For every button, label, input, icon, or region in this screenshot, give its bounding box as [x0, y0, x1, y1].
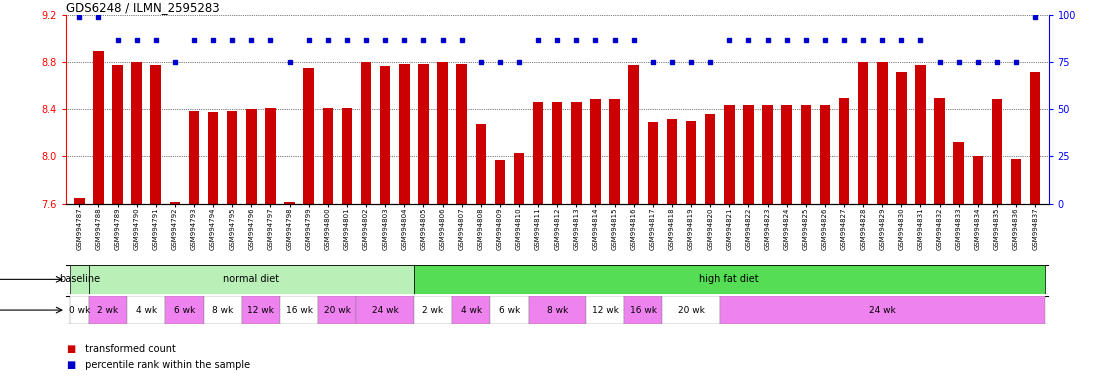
Bar [624, 296, 662, 324]
Text: 20 wk: 20 wk [324, 306, 350, 314]
Text: ■: ■ [66, 360, 75, 370]
Bar [166, 296, 203, 324]
Bar [552, 103, 562, 204]
Bar [69, 265, 89, 294]
Bar [452, 296, 491, 324]
Bar [586, 296, 624, 324]
Bar [762, 105, 773, 204]
Bar [953, 142, 964, 204]
Bar [414, 265, 1045, 294]
Bar [127, 296, 166, 324]
Bar [399, 64, 410, 204]
Bar [916, 65, 926, 204]
Text: 4 wk: 4 wk [461, 306, 482, 314]
Bar [380, 66, 391, 204]
Bar [69, 296, 89, 324]
Text: 6 wk: 6 wk [173, 306, 195, 314]
Bar [494, 160, 505, 204]
Text: 2 wk: 2 wk [98, 306, 119, 314]
Bar [648, 122, 658, 204]
Text: 24 wk: 24 wk [372, 306, 399, 314]
Bar [284, 202, 295, 204]
Bar [418, 64, 428, 204]
Bar [743, 105, 753, 204]
Bar [150, 65, 161, 204]
Bar [705, 114, 716, 204]
Bar [973, 156, 983, 204]
Bar [991, 99, 1002, 204]
Text: high fat diet: high fat diet [699, 274, 759, 285]
Bar [341, 108, 352, 204]
Bar [858, 62, 869, 204]
Text: ■: ■ [66, 344, 75, 354]
Bar [877, 62, 887, 204]
Text: baseline: baseline [58, 274, 100, 285]
Bar [591, 99, 601, 204]
Text: 6 wk: 6 wk [498, 306, 520, 314]
Bar [1030, 72, 1041, 204]
Bar [819, 105, 830, 204]
Bar [934, 98, 945, 204]
Text: 16 wk: 16 wk [630, 306, 657, 314]
Bar [666, 119, 677, 204]
Bar [357, 296, 414, 324]
Bar [782, 105, 792, 204]
Bar [800, 105, 811, 204]
Text: transformed count: transformed count [82, 344, 176, 354]
Bar [528, 296, 586, 324]
Text: 4 wk: 4 wk [136, 306, 157, 314]
Bar [724, 105, 735, 204]
Bar [132, 62, 142, 204]
Text: normal diet: normal diet [223, 274, 279, 285]
Bar [457, 64, 467, 204]
Bar [74, 198, 85, 204]
Bar [318, 296, 357, 324]
Bar [280, 296, 318, 324]
Bar [720, 296, 1045, 324]
Bar [93, 51, 103, 204]
Text: 8 wk: 8 wk [212, 306, 233, 314]
Bar [89, 296, 127, 324]
Text: GDS6248 / ILMN_2595283: GDS6248 / ILMN_2595283 [66, 1, 220, 14]
Text: 0 wk: 0 wk [69, 306, 90, 314]
Bar [662, 296, 720, 324]
Bar [839, 98, 849, 204]
Bar [227, 111, 237, 204]
Bar [437, 62, 448, 204]
Bar [1011, 159, 1021, 204]
Bar [609, 99, 620, 204]
Bar [323, 108, 333, 204]
Bar [112, 65, 123, 204]
Bar [242, 296, 280, 324]
Bar [475, 124, 486, 204]
Bar [246, 109, 257, 204]
Bar [628, 65, 639, 204]
Bar [514, 153, 524, 204]
Bar [208, 112, 219, 204]
Bar [491, 296, 528, 324]
Bar [896, 72, 907, 204]
Bar [571, 103, 582, 204]
Bar [203, 296, 242, 324]
Bar [266, 108, 276, 204]
Text: 20 wk: 20 wk [677, 306, 705, 314]
Text: 24 wk: 24 wk [869, 306, 896, 314]
Text: 2 wk: 2 wk [423, 306, 444, 314]
Bar [169, 202, 180, 204]
Bar [686, 121, 696, 204]
Bar [361, 62, 371, 204]
Bar [89, 265, 414, 294]
Bar [303, 68, 314, 204]
Bar [189, 111, 199, 204]
Text: 12 wk: 12 wk [592, 306, 618, 314]
Bar [533, 103, 544, 204]
Text: percentile rank within the sample: percentile rank within the sample [82, 360, 250, 370]
Text: 8 wk: 8 wk [547, 306, 568, 314]
Bar [414, 296, 452, 324]
Text: 16 wk: 16 wk [285, 306, 313, 314]
Text: 12 wk: 12 wk [247, 306, 274, 314]
